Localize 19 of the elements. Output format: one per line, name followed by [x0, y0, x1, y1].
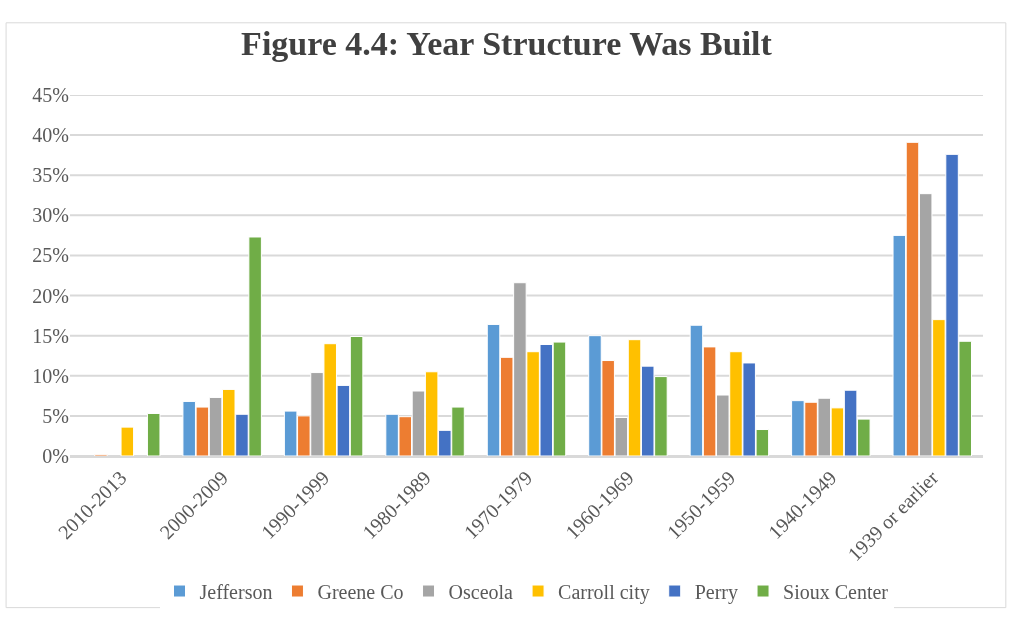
y-tick-label: 30%: [32, 204, 69, 227]
y-tick-label: 15%: [32, 324, 69, 347]
legend-label: Osceola: [448, 580, 514, 603]
y-tick-label: 10%: [32, 364, 69, 387]
y-tick-label: 5%: [42, 404, 69, 427]
chart-title: Figure 4.4: Year Structure Was Built: [241, 24, 773, 62]
legend-label: Carroll city: [558, 580, 650, 604]
y-tick-label: 0%: [42, 445, 69, 467]
legend-label: Jefferson: [199, 580, 273, 603]
y-tick-label: 25%: [32, 244, 69, 267]
legend-label: Perry: [694, 580, 739, 604]
y-tick-label: 20%: [32, 284, 69, 307]
y-tick-label: 45%: [32, 84, 69, 106]
bar: [146, 412, 161, 456]
legend-label: Greene Co: [317, 580, 404, 603]
y-tick-label: 35%: [32, 164, 69, 187]
bar: [120, 426, 135, 456]
legend-label: Sioux Center: [783, 580, 889, 603]
y-tick-label: 40%: [32, 124, 69, 147]
